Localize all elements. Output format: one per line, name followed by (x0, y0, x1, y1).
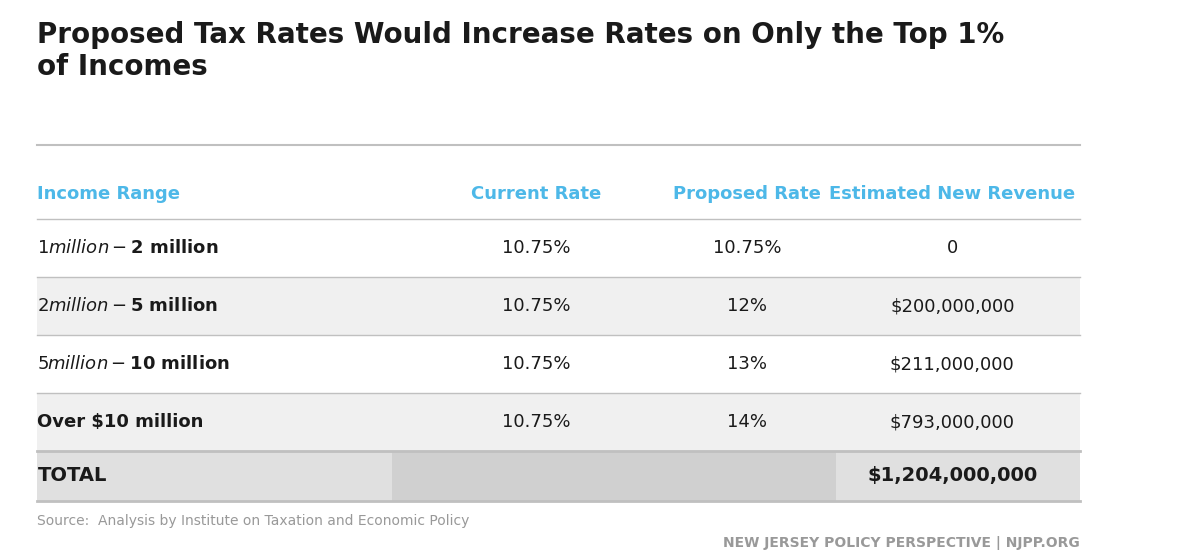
Text: 10.75%: 10.75% (502, 239, 571, 257)
Text: 10.75%: 10.75% (713, 239, 782, 257)
Bar (37, 170, 1079, 220)
Text: 14%: 14% (727, 413, 768, 431)
Text: $1,204,000,000: $1,204,000,000 (868, 466, 1038, 486)
Text: Proposed Tax Rates Would Increase Rates on Only the Top 1%
of Incomes: Proposed Tax Rates Would Increase Rates … (37, 21, 1004, 81)
Text: 12%: 12% (727, 297, 768, 315)
Bar (37, 451, 1079, 501)
Text: 10.75%: 10.75% (502, 413, 571, 431)
Text: Income Range: Income Range (37, 185, 181, 203)
Text: 0: 0 (947, 239, 958, 257)
Text: TOTAL: TOTAL (37, 466, 107, 486)
Bar (37, 277, 1079, 335)
Text: Source:  Analysis by Institute on Taxation and Economic Policy: Source: Analysis by Institute on Taxatio… (37, 515, 470, 529)
Bar (37, 335, 1079, 393)
Text: Current Rate: Current Rate (471, 185, 602, 203)
Text: 10.75%: 10.75% (502, 355, 571, 373)
Text: Proposed Rate: Proposed Rate (674, 185, 821, 203)
Bar (393, 451, 835, 501)
Text: $1 million - $2 million: $1 million - $2 million (37, 239, 219, 257)
Text: $5 million - $10 million: $5 million - $10 million (37, 355, 231, 373)
Text: $211,000,000: $211,000,000 (890, 355, 1015, 373)
Text: Over $10 million: Over $10 million (37, 413, 203, 431)
Bar (37, 220, 1079, 277)
Text: 10.75%: 10.75% (502, 297, 571, 315)
Text: Estimated New Revenue: Estimated New Revenue (829, 185, 1076, 203)
Text: $200,000,000: $200,000,000 (890, 297, 1015, 315)
Bar (37, 393, 1079, 451)
Text: $793,000,000: $793,000,000 (890, 413, 1015, 431)
Text: NEW JERSEY POLICY PERSPECTIVE | NJPP.ORG: NEW JERSEY POLICY PERSPECTIVE | NJPP.ORG (724, 536, 1079, 550)
Text: 13%: 13% (727, 355, 768, 373)
Text: $2 million - $5 million: $2 million - $5 million (37, 297, 219, 315)
